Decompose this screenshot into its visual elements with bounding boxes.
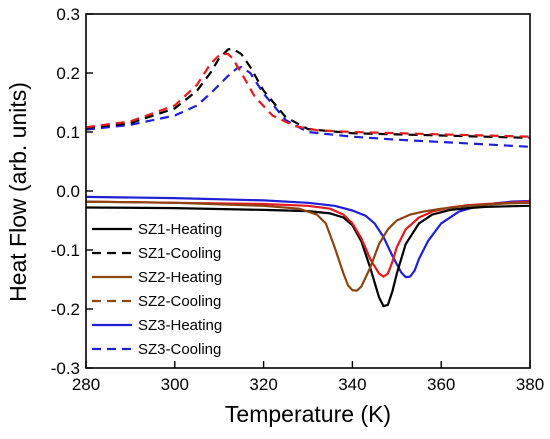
legend-label-sz1-heating: SZ1-Heating — [138, 221, 222, 238]
y-tick-label: 0.2 — [56, 64, 80, 83]
series-line-sz1-heating — [86, 204, 530, 308]
x-tick-label: 280 — [72, 375, 100, 394]
series-line-sz1-heating-red — [86, 200, 530, 278]
legend-label-sz3-cooling: SZ3-Cooling — [138, 341, 221, 358]
series-line-sz2-heating — [86, 200, 530, 292]
y-tick-label: -0.1 — [51, 241, 80, 260]
y-tick-label: -0.3 — [51, 359, 80, 378]
x-tick-label: 320 — [249, 375, 277, 394]
x-tick-label: 300 — [161, 375, 189, 394]
ticks-layer: 280 300 320 340 360 380 -0.3 -0.2 -0.1 0.0 0.1 0.2 0… — [51, 5, 544, 394]
x-tick-label: 380 — [516, 375, 544, 394]
y-tick-label: 0.0 — [56, 182, 80, 201]
legend-label-sz1-cooling: SZ1-Cooling — [138, 245, 221, 262]
legend-label-sz2-cooling: SZ2-Cooling — [138, 293, 221, 310]
x-tick-label: 360 — [427, 375, 455, 394]
legend: SZ1-Heating SZ1-Cooling SZ2-Heating SZ2-Coo… — [92, 221, 222, 358]
y-tick-label: 0.1 — [56, 123, 80, 142]
series-line-sz1-cooling — [86, 47, 530, 139]
y-tick-label: 0.3 — [56, 5, 80, 24]
plot-frame — [85, 13, 531, 369]
series-line-sz1-cooling-red — [86, 52, 530, 138]
legend-label-sz3-heating: SZ3-Heating — [138, 317, 222, 334]
series-layer — [86, 47, 530, 308]
y-tick-label: -0.2 — [51, 300, 80, 319]
x-tick-label: 340 — [338, 375, 366, 394]
y-axis-title: Heat Flow (arb. units) — [5, 82, 31, 302]
series-line-sz3-cooling — [86, 66, 530, 148]
legend-label-sz2-heating: SZ2-Heating — [138, 269, 222, 286]
x-axis-title: Temperature (K) — [225, 401, 391, 427]
